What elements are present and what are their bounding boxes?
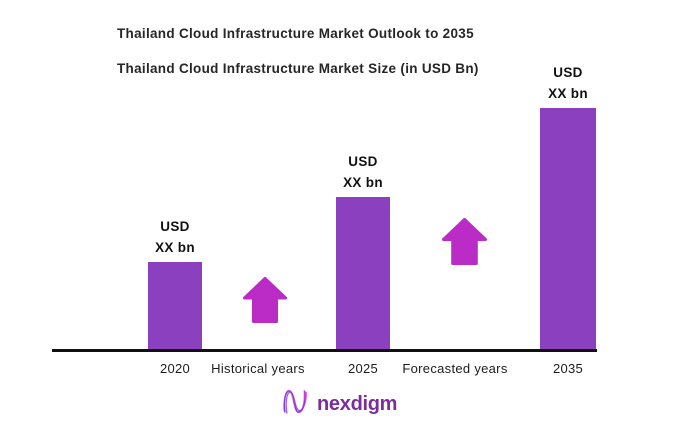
bar-2035 bbox=[540, 108, 596, 351]
value-label-2020-line2: XX bn bbox=[155, 240, 195, 255]
chart-title: Thailand Cloud Infrastructure Market Out… bbox=[117, 26, 474, 41]
bar-2025 bbox=[336, 197, 390, 351]
value-label-2035-line2: XX bn bbox=[548, 86, 588, 101]
up-arrow-icon-forecasted bbox=[442, 218, 488, 265]
bar-2020 bbox=[148, 262, 202, 351]
nexdigm-logo-text: nexdigm bbox=[317, 392, 398, 415]
x-label-2025: 2025 bbox=[347, 361, 379, 376]
value-label-2035: USD XX bn bbox=[548, 62, 588, 104]
value-label-2020: USD XX bn bbox=[155, 216, 195, 258]
value-label-2025-line1: USD bbox=[348, 154, 378, 169]
nexdigm-logo-icon bbox=[282, 388, 311, 420]
annotation-historical-years: Historical years bbox=[211, 361, 305, 376]
x-label-2020: 2020 bbox=[159, 361, 191, 376]
value-label-2020-line1: USD bbox=[160, 219, 190, 234]
value-label-2025: USD XX bn bbox=[343, 151, 383, 193]
value-label-2025-line2: XX bn bbox=[343, 175, 383, 190]
annotation-forecasted-years: Forecasted years bbox=[402, 361, 508, 376]
nexdigm-logo: nexdigm bbox=[282, 388, 397, 420]
value-label-2035-line1: USD bbox=[553, 65, 583, 80]
x-label-2035: 2035 bbox=[552, 361, 584, 376]
x-axis-line bbox=[52, 349, 597, 352]
chart-subtitle: Thailand Cloud Infrastructure Market Siz… bbox=[117, 61, 479, 76]
up-arrow-icon-historical bbox=[243, 277, 287, 323]
